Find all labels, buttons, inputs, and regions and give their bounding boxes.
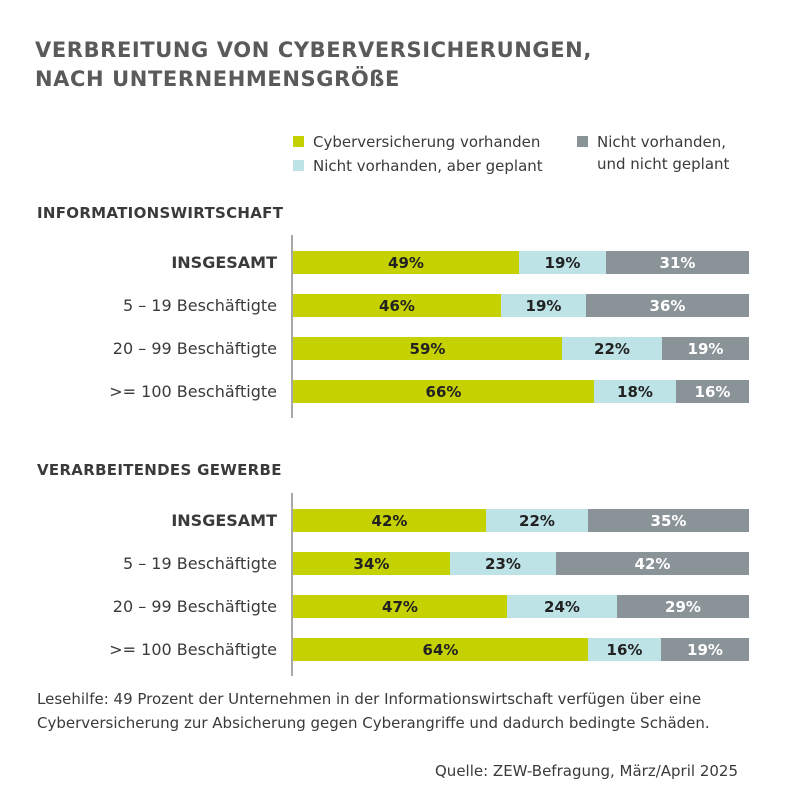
bar-segment-vorhanden: 49% bbox=[293, 251, 519, 274]
bar-segment-nicht-geplant: 29% bbox=[617, 595, 749, 618]
footnote-line: Cyberversicherung zur Absicherung gegen … bbox=[37, 714, 710, 732]
bar-segment-nicht-geplant: 42% bbox=[556, 552, 749, 575]
data-label: 64% bbox=[422, 640, 459, 659]
legend-label: Nicht vorhanden, und nicht geplant bbox=[597, 133, 730, 173]
data-label: 42% bbox=[371, 511, 408, 530]
row-label: INSGESAMT bbox=[171, 252, 277, 272]
row-label: 20 – 99 Beschäftigte bbox=[112, 338, 277, 358]
chart-title-line: VERBREITUNG VON CYBERVERSICHERUNGEN, bbox=[35, 38, 592, 62]
data-label: 24% bbox=[544, 597, 580, 616]
row-label: >= 100 Beschäftigte bbox=[109, 639, 277, 659]
bar-segment-geplant: 24% bbox=[507, 595, 617, 618]
data-label: 19% bbox=[687, 640, 723, 659]
data-label: 42% bbox=[634, 554, 671, 573]
section-title-informationswirtschaft: INFORMATIONSWIRTSCHAFT bbox=[37, 204, 284, 222]
axis-line-verarbeitendes-gewerbe bbox=[291, 493, 293, 676]
data-label: 29% bbox=[665, 597, 701, 616]
data-label: 16% bbox=[694, 382, 731, 401]
data-label: 49% bbox=[388, 253, 424, 272]
data-label: 34% bbox=[353, 554, 390, 573]
bar-segment-geplant: 19% bbox=[501, 294, 586, 317]
bar-segment-nicht-geplant: 36% bbox=[586, 294, 749, 317]
legend-swatch-geplant bbox=[293, 160, 304, 171]
chart-title: VERBREITUNG VON CYBERVERSICHERUNGEN, NAC… bbox=[35, 36, 592, 94]
data-label: 18% bbox=[617, 382, 653, 401]
bar-segment-geplant: 22% bbox=[562, 337, 662, 360]
data-label: 19% bbox=[525, 296, 562, 315]
legend-swatch-vorhanden bbox=[293, 136, 304, 147]
data-label: 47% bbox=[382, 597, 418, 616]
data-label: 36% bbox=[649, 296, 686, 315]
data-label: 16% bbox=[606, 640, 643, 659]
bar-segment-vorhanden: 66% bbox=[293, 380, 594, 403]
data-label: 35% bbox=[650, 511, 687, 530]
legend-item-geplant: Nicht vorhanden, aber geplant bbox=[293, 155, 543, 177]
legend-swatch-nicht-geplant bbox=[577, 136, 588, 147]
bar-segment-nicht-geplant: 16% bbox=[676, 380, 749, 403]
data-label: 66% bbox=[425, 382, 462, 401]
bar-segment-vorhanden: 64% bbox=[293, 638, 588, 661]
data-label: 22% bbox=[594, 339, 630, 358]
source-note: Quelle: ZEW-Befragung, März/April 2025 bbox=[435, 762, 738, 780]
bar-segment-nicht-geplant: 31% bbox=[606, 251, 749, 274]
data-label: 23% bbox=[485, 554, 521, 573]
data-label: 46% bbox=[379, 296, 415, 315]
bar-segment-vorhanden: 59% bbox=[293, 337, 562, 360]
bar-segment-nicht-geplant: 19% bbox=[661, 638, 749, 661]
data-label: 19% bbox=[544, 253, 581, 272]
bar-segment-geplant: 19% bbox=[519, 251, 606, 274]
row-label: >= 100 Beschäftigte bbox=[109, 381, 277, 401]
data-label: 59% bbox=[409, 339, 446, 358]
row-label: 5 – 19 Beschäftigte bbox=[122, 553, 277, 573]
footnote-line: Lesehilfe: 49 Prozent der Unternehmen in… bbox=[37, 690, 702, 708]
bar-segment-vorhanden: 42% bbox=[293, 509, 486, 532]
axis-line-informationswirtschaft bbox=[291, 235, 293, 418]
bar-segment-vorhanden: 47% bbox=[293, 595, 507, 618]
row-label: 20 – 99 Beschäftigte bbox=[112, 596, 277, 616]
chart-title-line: NACH UNTERNEHMENSGRÖßE bbox=[35, 67, 400, 91]
row-label: 5 – 19 Beschäftigte bbox=[122, 295, 277, 315]
legend-item-vorhanden: Cyberversicherung vorhanden bbox=[293, 131, 540, 153]
bar-segment-geplant: 16% bbox=[588, 638, 661, 661]
footnote: Lesehilfe: 49 Prozent der Unternehmen in… bbox=[37, 687, 710, 735]
bar-segment-geplant: 23% bbox=[450, 552, 556, 575]
legend-label: Nicht vorhanden, aber geplant bbox=[313, 157, 543, 175]
legend-item-nicht-geplant: Nicht vorhanden, und nicht geplant bbox=[577, 131, 729, 175]
bar-segment-nicht-geplant: 19% bbox=[662, 337, 749, 360]
bar-segment-vorhanden: 46% bbox=[293, 294, 501, 317]
legend-label: Cyberversicherung vorhanden bbox=[313, 133, 541, 151]
bar-segment-geplant: 22% bbox=[486, 509, 588, 532]
section-title-verarbeitendes-gewerbe: VERARBEITENDES GEWERBE bbox=[37, 461, 282, 479]
data-label: 31% bbox=[659, 253, 696, 272]
data-label: 22% bbox=[519, 511, 555, 530]
bar-segment-geplant: 18% bbox=[594, 380, 676, 403]
data-label: 19% bbox=[687, 339, 724, 358]
row-label: INSGESAMT bbox=[171, 510, 277, 530]
bar-segment-vorhanden: 34% bbox=[293, 552, 450, 575]
bar-segment-nicht-geplant: 35% bbox=[588, 509, 749, 532]
